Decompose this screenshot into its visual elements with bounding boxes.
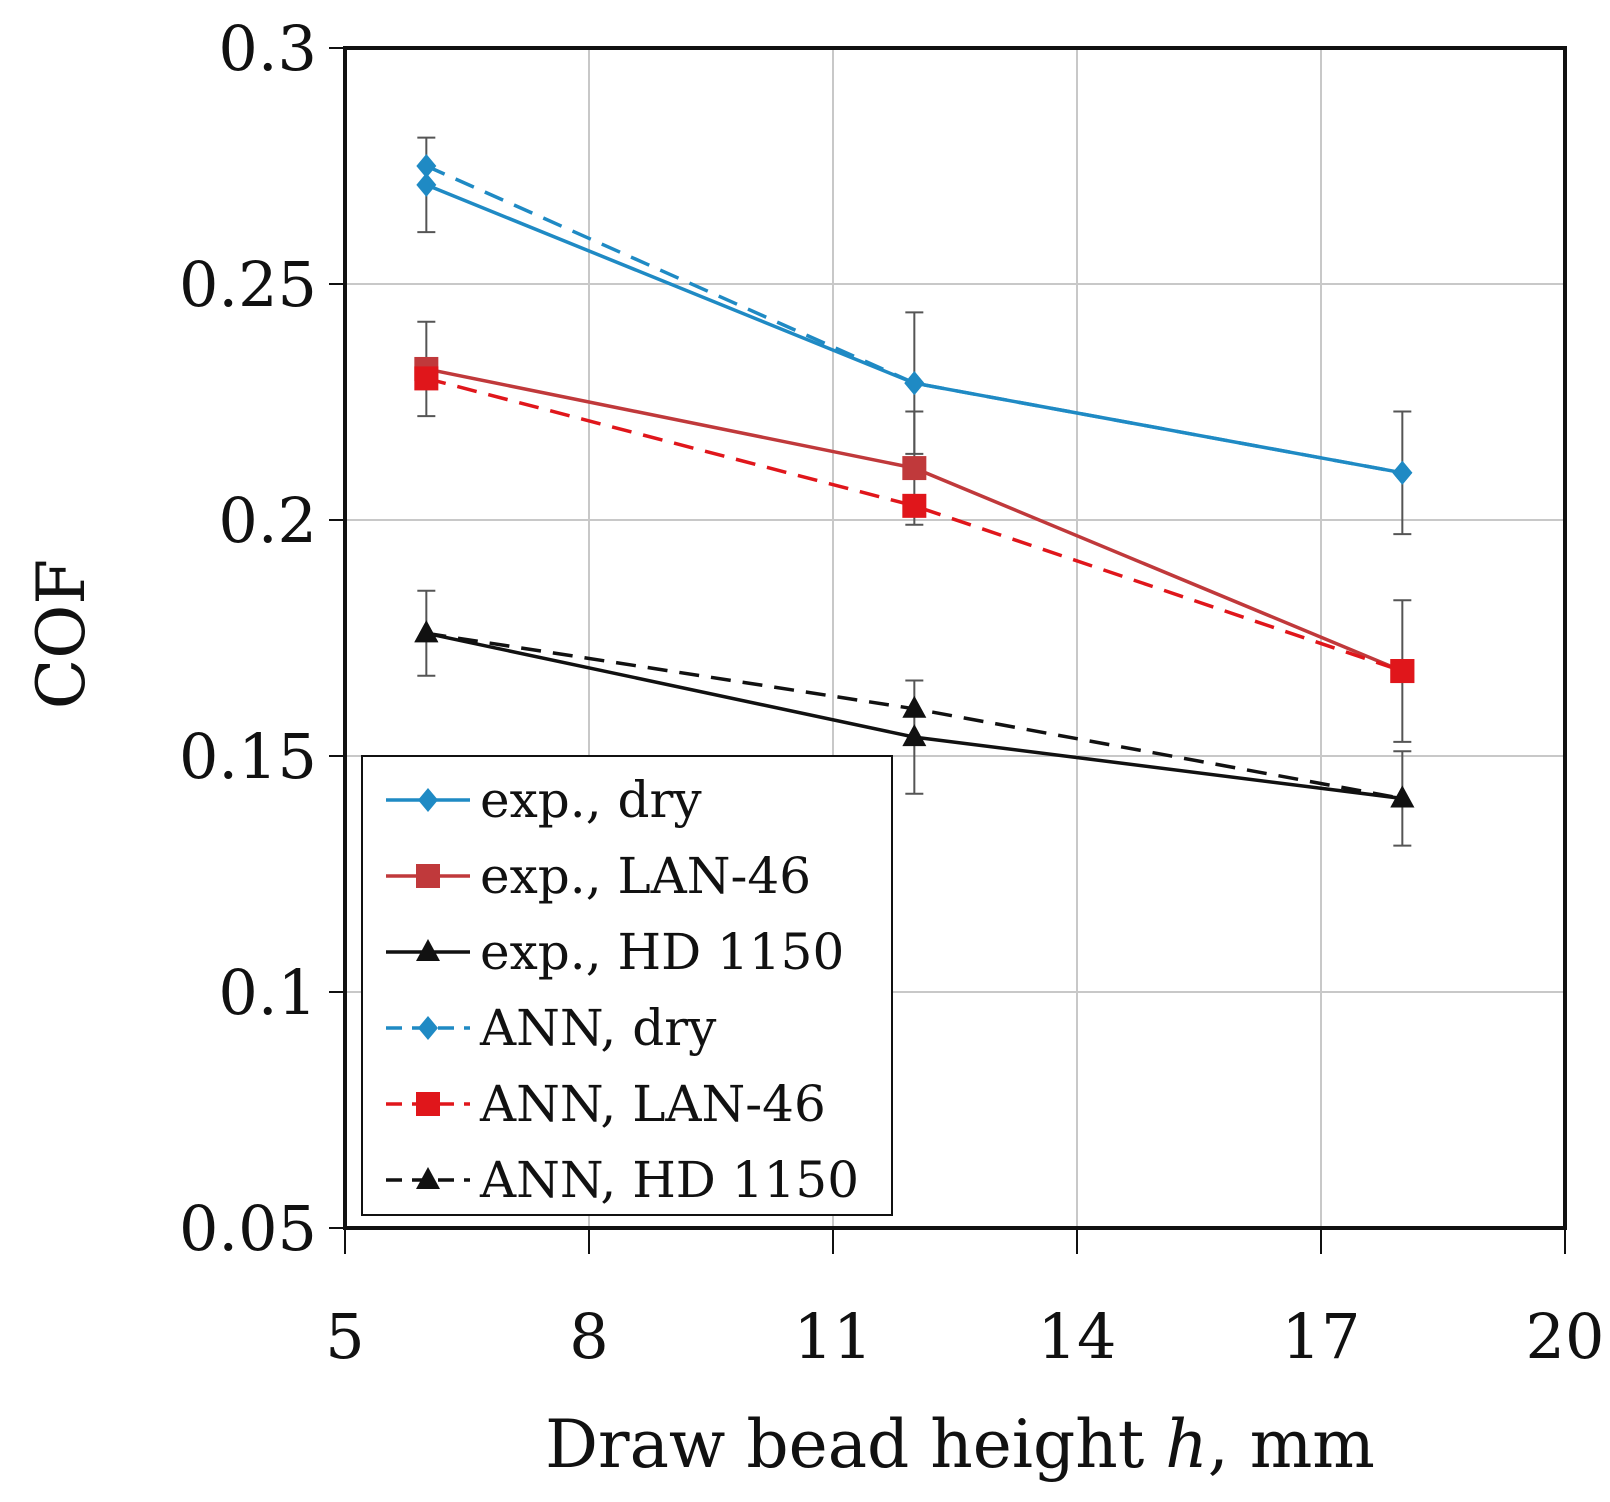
x-tick-label: 8 (569, 1300, 608, 1373)
y-tick-label: 0.15 (179, 720, 317, 793)
legend-label: exp., dry (480, 771, 702, 829)
legend-item: ANN, dry (386, 999, 717, 1057)
x-axis-title: Draw bead height h, mm (545, 1406, 1375, 1483)
data-point (1392, 460, 1413, 485)
data-point (904, 371, 925, 396)
series-ann-dry (416, 154, 1413, 485)
plot-frame (343, 46, 1567, 1230)
legend: exp., dry exp., LAN-46 exp., HD 1150 ANN, d… (361, 755, 893, 1216)
legend-item: exp., dry (386, 771, 702, 829)
legend-label: ANN, HD 1150 (479, 1151, 859, 1209)
tick-labels: 0.05 0.1 0.15 0.2 0.25 0.3 5 8 11 14 17 20 (179, 12, 1605, 1373)
x-tick-label: 14 (1038, 1300, 1117, 1373)
legend-swatch-marker (418, 788, 438, 812)
x-tick-label: 5 (325, 1300, 364, 1373)
data-point (414, 620, 439, 643)
legend-item: ANN, LAN-46 (386, 1075, 826, 1133)
legend-swatch-marker (416, 1092, 440, 1116)
data-point (902, 493, 927, 518)
y-tick-label: 0.1 (218, 956, 317, 1029)
legend-item: ANN, HD 1150 (386, 1151, 859, 1209)
data-point (414, 366, 439, 391)
x-tick-label: 11 (794, 1300, 873, 1373)
series-line (425, 164, 1403, 475)
x-axis-title-var: h (1165, 1406, 1208, 1483)
legend-swatch-marker (416, 864, 440, 888)
series-ann-hd-1150 (414, 620, 1415, 808)
x-axis-title-variable (1144, 1406, 1165, 1483)
legend-box (361, 755, 893, 1216)
legend-swatch-marker (416, 939, 440, 961)
axis-ticks (329, 47, 1566, 1254)
data-point (416, 172, 437, 197)
legend-item: exp., HD 1150 (386, 923, 844, 981)
x-axis-title-text: Draw bead height (545, 1406, 1144, 1483)
x-tick-label: 17 (1282, 1300, 1361, 1373)
data-point (902, 456, 927, 481)
data-point (416, 154, 437, 178)
legend-swatch-marker (418, 1016, 438, 1040)
x-tick-label: 20 (1526, 1300, 1605, 1373)
y-tick-label: 0.3 (218, 12, 317, 85)
series-line (425, 376, 1403, 673)
y-tick-label: 0.25 (179, 248, 317, 321)
legend-item: exp., LAN-46 (386, 847, 811, 905)
x-axis-title-unit: , mm (1208, 1406, 1375, 1483)
series-group (414, 136, 1415, 847)
data-point (1390, 785, 1415, 808)
legend-label: ANN, dry (479, 999, 717, 1057)
legend-swatch-marker (416, 1167, 440, 1189)
y-tick-label: 0.2 (218, 484, 317, 557)
data-point (902, 695, 927, 718)
data-point (902, 724, 927, 747)
y-axis-title: COF (23, 559, 100, 709)
data-point (1390, 659, 1415, 684)
legend-label: exp., LAN-46 (480, 847, 811, 905)
y-tick-label: 0.05 (179, 1192, 317, 1265)
legend-label: exp., HD 1150 (480, 923, 844, 981)
series-ann-lan-46 (414, 366, 1415, 684)
legend-label: ANN, LAN-46 (479, 1075, 826, 1133)
